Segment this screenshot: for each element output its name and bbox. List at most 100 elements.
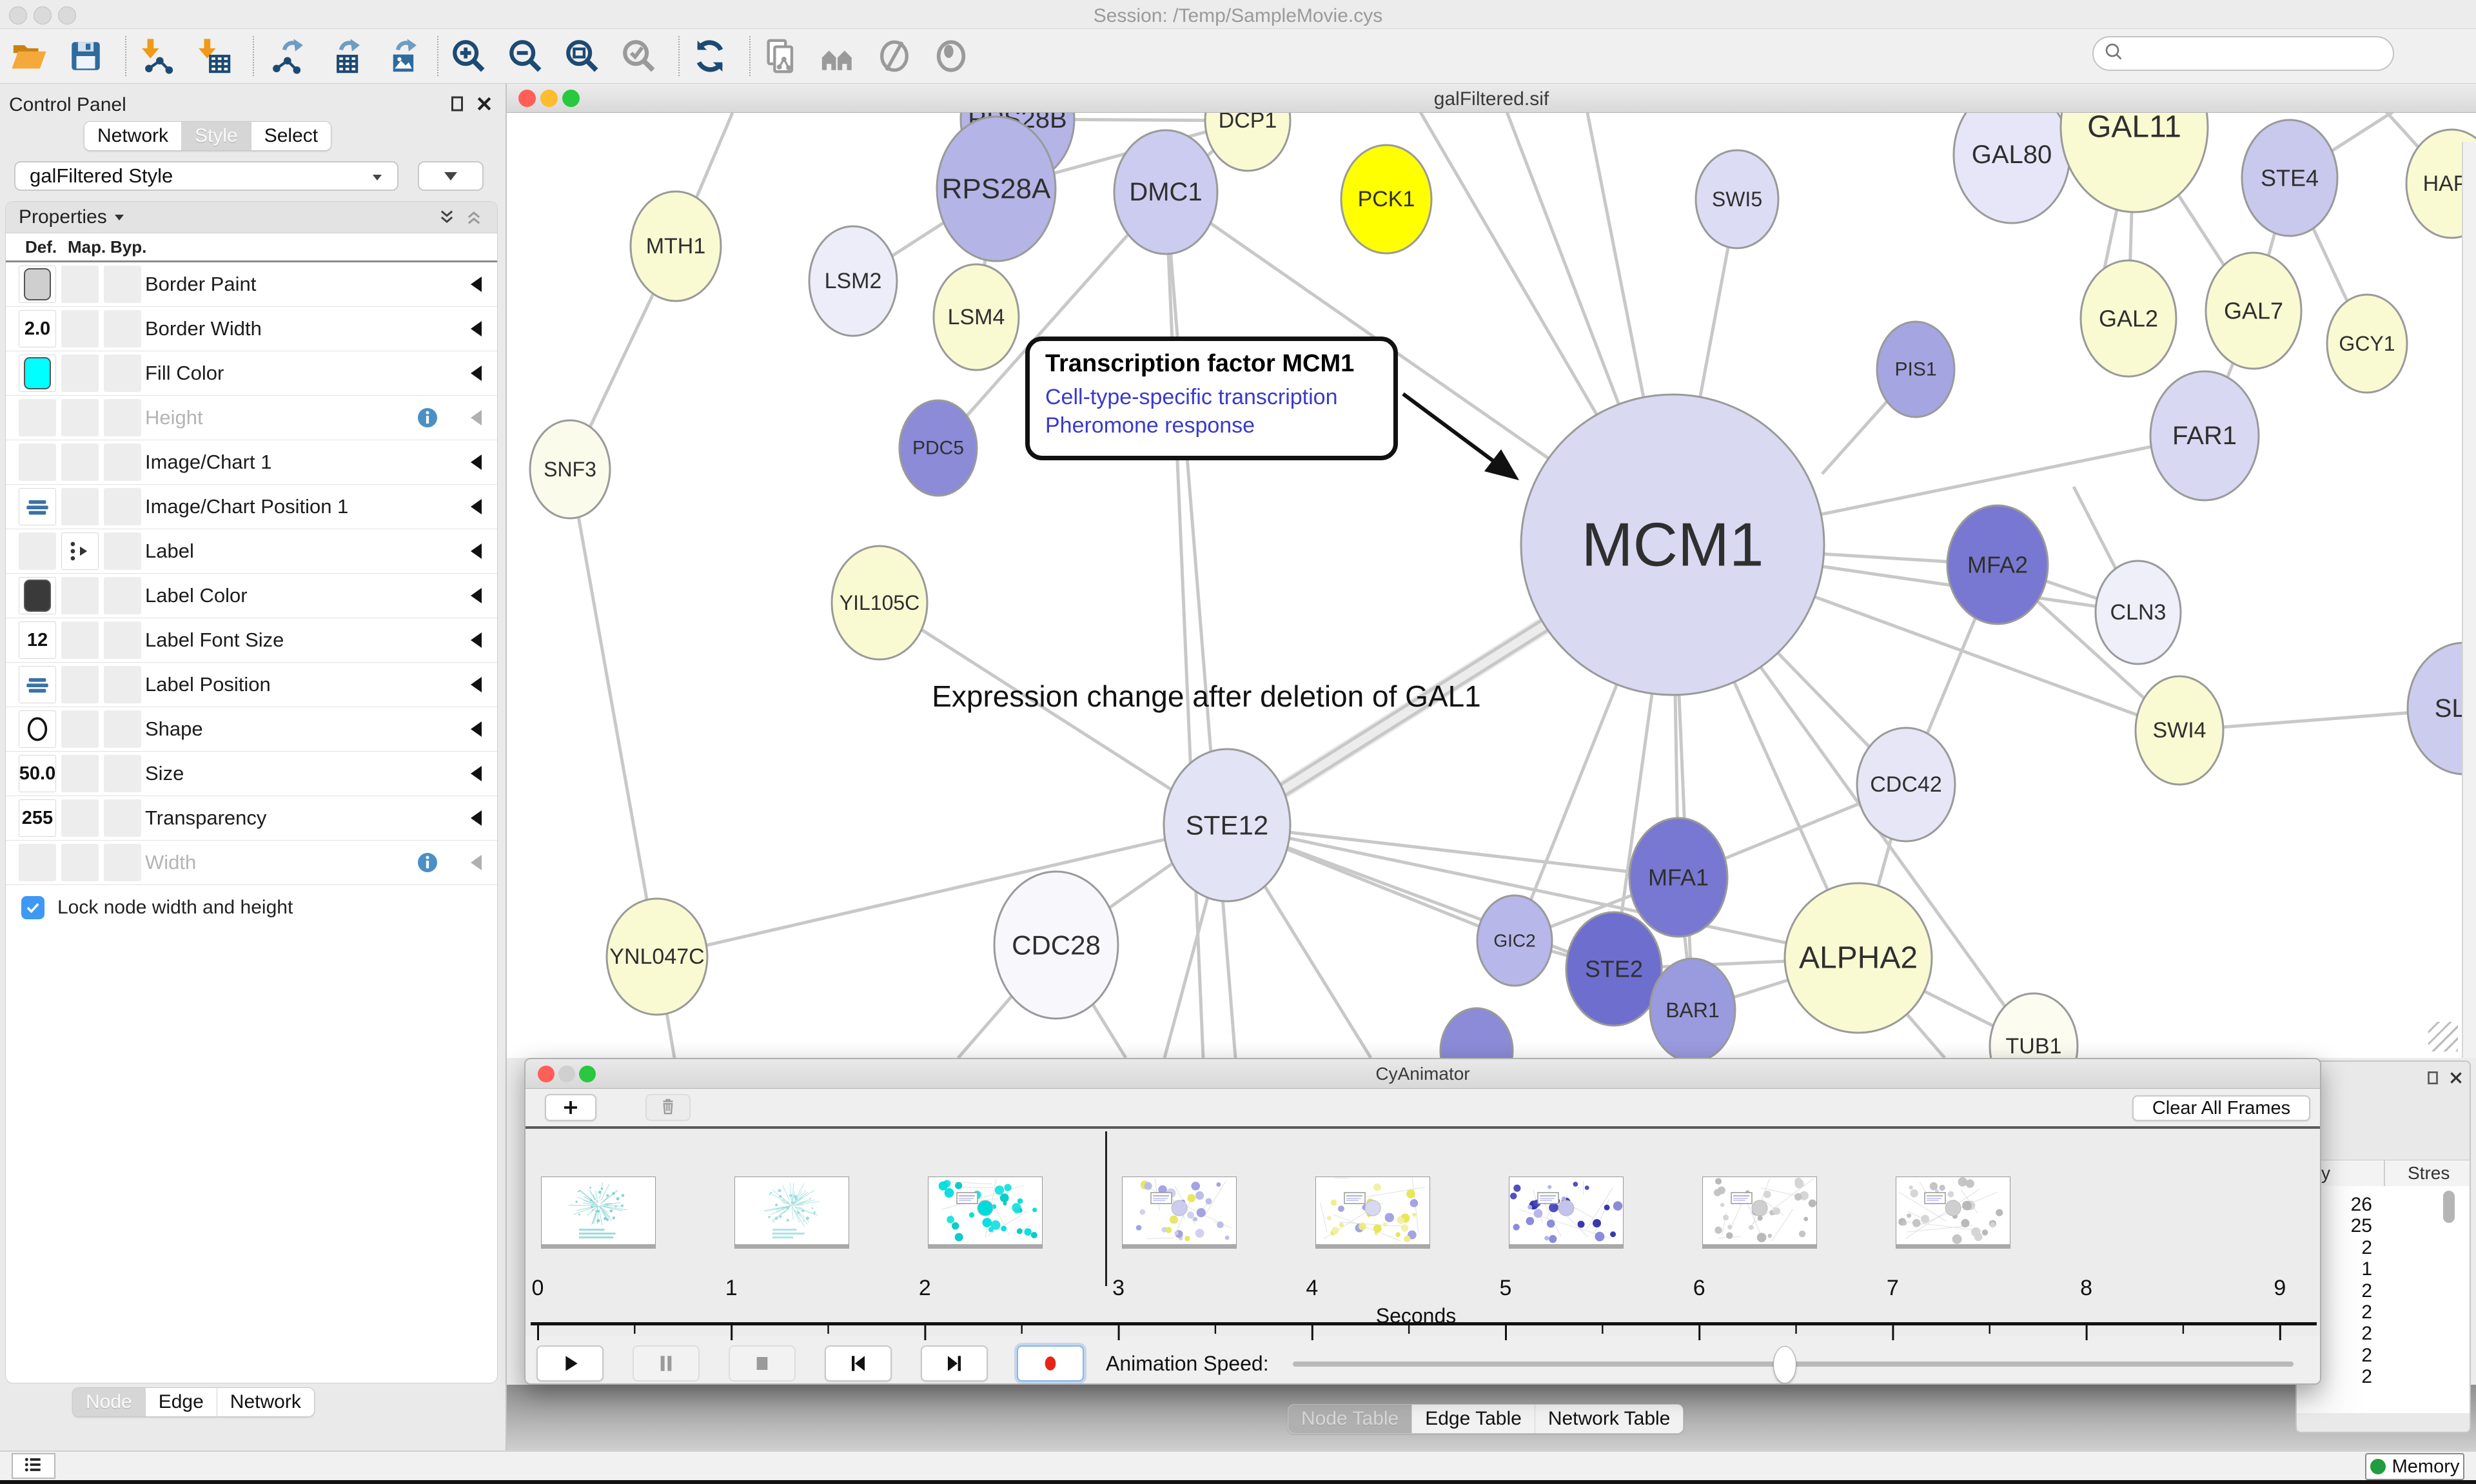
control-panel-close-icon[interactable] [475,94,494,117]
mapping-cell[interactable] [61,621,99,659]
bypass-cell[interactable] [104,444,141,481]
control-panel-float-icon[interactable] [447,94,467,117]
property-row-border-width[interactable]: 2.0 Border Width [6,307,497,351]
window-close-button[interactable] [9,6,27,24]
network-node-bar1[interactable]: BAR1 [1649,957,1736,1058]
property-row-width[interactable]: Width [6,841,497,885]
results-cell[interactable]: 26 [2350,1194,2372,1215]
stress-column-header[interactable]: Stres [2408,1163,2450,1183]
results-cell[interactable]: 25 [2350,1215,2372,1237]
network-node-ste4[interactable]: STE4 [2241,119,2339,237]
tab-network[interactable]: Network [84,122,182,150]
expand-arrow-icon[interactable] [471,677,482,692]
results-cell[interactable]: 2 [2361,1280,2372,1302]
network-node-pck1[interactable]: PCK1 [1340,144,1433,255]
network-node-ste2[interactable]: STE2 [1565,911,1663,1027]
default-cell[interactable] [19,444,56,481]
bypass-cell[interactable] [104,844,141,881]
annotation-link-2[interactable]: Pheromone response [1045,413,1255,438]
go-to-end-button[interactable] [921,1345,988,1381]
annotation-link-1[interactable]: Cell-type-specific transcription [1045,385,1338,409]
network-document-button[interactable] [761,36,801,76]
window-minimize-button[interactable] [34,6,52,24]
tab-edge-table[interactable]: Edge Table [1412,1405,1535,1433]
property-row-label-position[interactable]: Label Position [6,663,497,707]
default-cell[interactable] [19,488,56,525]
apply-layout-button[interactable] [690,36,730,76]
default-cell[interactable] [19,577,56,614]
tab-network-table[interactable]: Network Table [1535,1405,1684,1433]
bypass-cell[interactable] [104,577,141,614]
mapping-cell[interactable] [61,532,99,570]
memory-button[interactable]: Memory [2365,1453,2464,1480]
mapping-cell[interactable] [61,799,99,837]
property-row-image-chart-position-1[interactable]: Image/Chart Position 1 [6,485,497,529]
mapping-cell[interactable] [61,266,99,303]
search-box[interactable] [2092,36,2394,71]
network-node-gcy1[interactable]: GCY1 [2326,293,2408,394]
network-node-swi4[interactable]: SWI4 [2134,675,2225,786]
frame-thumbnail-0[interactable] [541,1176,656,1249]
info-icon[interactable] [416,406,439,429]
show-graphics-details-button[interactable] [931,36,971,76]
expand-arrow-icon[interactable] [471,410,482,425]
bypass-cell[interactable] [104,755,141,792]
network-node-far1[interactable]: FAR1 [2149,370,2260,502]
property-row-label-color[interactable]: Label Color [6,574,497,618]
network-node-mfa1[interactable]: MFA1 [1628,817,1729,938]
network-node-ste12[interactable]: STE12 [1163,748,1292,903]
network-node-snf3[interactable]: SNF3 [529,419,611,520]
frame-thumbnail-6[interactable] [1702,1176,1818,1249]
default-swatch[interactable] [24,580,51,612]
expand-arrow-icon[interactable] [471,855,482,870]
timeline-playhead[interactable] [1105,1131,1107,1286]
expand-arrow-icon[interactable] [471,588,482,603]
results-float-icon[interactable] [2424,1069,2441,1089]
mapping-cell[interactable] [61,444,99,481]
bypass-cell[interactable] [104,710,141,748]
search-input[interactable] [2126,42,2393,65]
frame-thumbnail-5[interactable] [1509,1176,1624,1249]
property-row-size[interactable]: 50.0 Size [6,752,497,796]
bypass-cell[interactable] [104,310,141,347]
network-window-zoom-button[interactable] [562,90,580,107]
network-node-ste6[interactable] [1439,1007,1514,1058]
default-cell[interactable] [19,399,56,436]
tab-edge[interactable]: Edge [145,1388,217,1416]
export-network-button[interactable] [264,36,304,76]
cyanimator-minimize-button[interactable] [558,1066,575,1082]
results-cell[interactable]: 2 [2361,1323,2372,1345]
network-node-gal11[interactable]: GAL11 [2059,113,2209,213]
network-node-mth1[interactable]: MTH1 [629,190,722,302]
results-cell[interactable]: 2 [2361,1366,2372,1388]
network-node-swi5[interactable]: SWI5 [1695,149,1780,249]
info-icon[interactable] [416,851,439,874]
style-options-button[interactable] [418,161,484,191]
results-close-icon[interactable] [2448,1069,2464,1089]
go-to-start-button[interactable] [825,1345,892,1381]
hide-graphics-details-button[interactable] [874,36,914,76]
mapping-cell[interactable] [61,755,99,792]
expand-arrow-icon[interactable] [471,321,482,337]
default-cell[interactable] [19,844,56,881]
search-network-button[interactable] [818,36,858,76]
mapping-cell[interactable] [61,310,99,347]
network-node-gal2[interactable]: GAL2 [2079,259,2177,378]
clear-all-frames-button[interactable]: Clear All Frames [2132,1095,2310,1121]
expand-arrow-icon[interactable] [471,277,482,292]
tab-network[interactable]: Network [217,1388,314,1416]
collapse-all-icon[interactable] [465,208,483,229]
tab-node-table[interactable]: Node Table [1288,1405,1413,1433]
expand-arrow-icon[interactable] [471,454,482,470]
bypass-cell[interactable] [104,532,141,570]
results-cell[interactable]: 2 [2361,1344,2372,1366]
expand-arrow-icon[interactable] [471,766,482,781]
frame-thumbnail-4[interactable] [1315,1176,1430,1249]
network-window-titlebar[interactable]: galFiltered.sif [507,84,2476,113]
property-row-label-font-size[interactable]: 12 Label Font Size [6,618,497,663]
default-cell[interactable] [19,666,56,703]
expand-arrow-icon[interactable] [471,543,482,559]
mapping-cell[interactable] [61,355,99,392]
tab-style[interactable]: Style [182,122,251,150]
cyanimator-close-button[interactable] [538,1066,555,1082]
